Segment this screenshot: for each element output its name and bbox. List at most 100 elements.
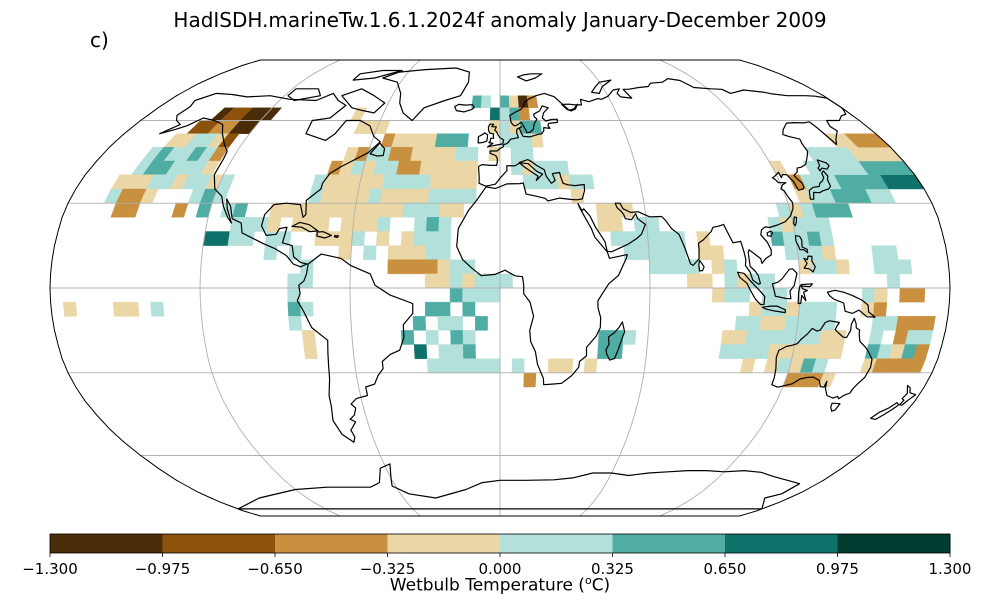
grid-cell: [529, 120, 543, 134]
grid-cell: [391, 188, 406, 204]
coastline: [761, 305, 786, 314]
grid-cell: [362, 245, 377, 260]
grid-cell: [480, 95, 492, 109]
grid-cell: [351, 231, 366, 246]
grid-cell: [399, 259, 414, 275]
coastline: [159, 92, 381, 268]
grid-cell: [266, 217, 282, 232]
coastline: [737, 271, 766, 306]
grid-cell: [920, 316, 936, 331]
grid-cell: [521, 146, 534, 162]
grid-cell: [413, 231, 427, 246]
grid-cell: [861, 287, 876, 303]
grid-cell: [499, 273, 513, 289]
coastline: [816, 159, 830, 172]
grid-cell: [364, 217, 379, 232]
grid-cell: [645, 217, 660, 232]
grid-cell: [263, 245, 278, 260]
grid-cell: [508, 95, 520, 109]
grid-cell: [568, 174, 583, 190]
grid-cell: [871, 316, 886, 331]
grid-cell: [451, 358, 465, 373]
grid-cell: [365, 202, 381, 218]
grid-cell: [437, 316, 451, 331]
anomaly-grid: [62, 95, 936, 388]
grid-cell: [873, 301, 888, 317]
grid-cell: [886, 273, 901, 289]
grid-cell: [547, 358, 562, 373]
grid-cell: [239, 231, 255, 246]
grid-cell: [376, 217, 391, 232]
grid-cell: [403, 188, 418, 204]
grid-cell: [412, 259, 426, 275]
grid-cell: [823, 259, 838, 275]
grid-cell: [414, 202, 429, 218]
grid-cell: [595, 202, 610, 218]
grid-cell: [438, 358, 453, 373]
grid-cell: [649, 259, 663, 275]
grid-cell: [424, 301, 439, 317]
grid-cell: [338, 231, 353, 246]
grid-cell: [438, 217, 452, 232]
grid-cell: [835, 259, 850, 275]
grid-cell: [426, 358, 441, 373]
grid-cell: [415, 188, 430, 204]
grid-cell: [523, 372, 537, 388]
grid-cell: [419, 160, 434, 175]
grid-cell: [425, 330, 439, 345]
grid-cell: [463, 358, 477, 373]
grid-cell: [449, 259, 463, 275]
grid-cell: [291, 217, 306, 232]
grid-cell: [489, 107, 501, 121]
grid-cell: [583, 358, 598, 373]
grid-cell: [609, 344, 624, 359]
map-title: HadISDH.marineTw.1.6.1.2024f anomaly Jan…: [173, 8, 827, 32]
grid-cell: [686, 273, 701, 289]
grid-cell: [635, 245, 650, 260]
grid-cell: [580, 174, 595, 190]
grid-cell: [171, 202, 189, 218]
grid-cell: [711, 287, 726, 303]
grid-cell: [437, 301, 451, 317]
grid-cell: [317, 202, 333, 218]
grid-cell: [125, 301, 140, 317]
coastline: [698, 259, 705, 272]
globe-outline: [49, 59, 951, 517]
grid-cell: [699, 273, 713, 289]
grid-cell: [475, 358, 489, 373]
grid-cell: [379, 188, 395, 204]
coastline: [316, 231, 332, 239]
grid-cell: [796, 316, 812, 331]
grid-cell: [759, 316, 774, 331]
grid-cell: [557, 174, 571, 190]
grid-cell: [288, 316, 303, 331]
coastline: [477, 132, 489, 144]
grid-cell: [474, 287, 488, 303]
coastline: [870, 402, 900, 420]
grid-cell: [774, 287, 788, 303]
grid-cell: [821, 245, 837, 260]
grid-cell: [462, 301, 476, 317]
grid-cell: [437, 259, 451, 275]
grid-cell: [402, 202, 417, 218]
grid-cell: [462, 287, 476, 303]
grid-cell: [453, 160, 467, 175]
grid-cell: [450, 330, 464, 345]
coastline: [287, 88, 321, 102]
grid-cell: [412, 245, 427, 260]
coastline: [771, 317, 873, 400]
grid-cell: [439, 188, 454, 204]
coastline: [382, 67, 470, 122]
grid-cell: [534, 174, 548, 190]
grid-cell: [718, 344, 734, 359]
grid-cell: [442, 160, 456, 175]
coastline: [794, 235, 809, 254]
grid-cell: [911, 287, 926, 303]
grid-cell: [451, 202, 465, 218]
grid-cell: [899, 287, 913, 303]
grid-cell: [772, 316, 787, 331]
grid-cell: [424, 259, 439, 275]
grid-cell: [438, 202, 453, 218]
grid-cell: [883, 245, 899, 260]
grid-cell: [387, 259, 401, 275]
